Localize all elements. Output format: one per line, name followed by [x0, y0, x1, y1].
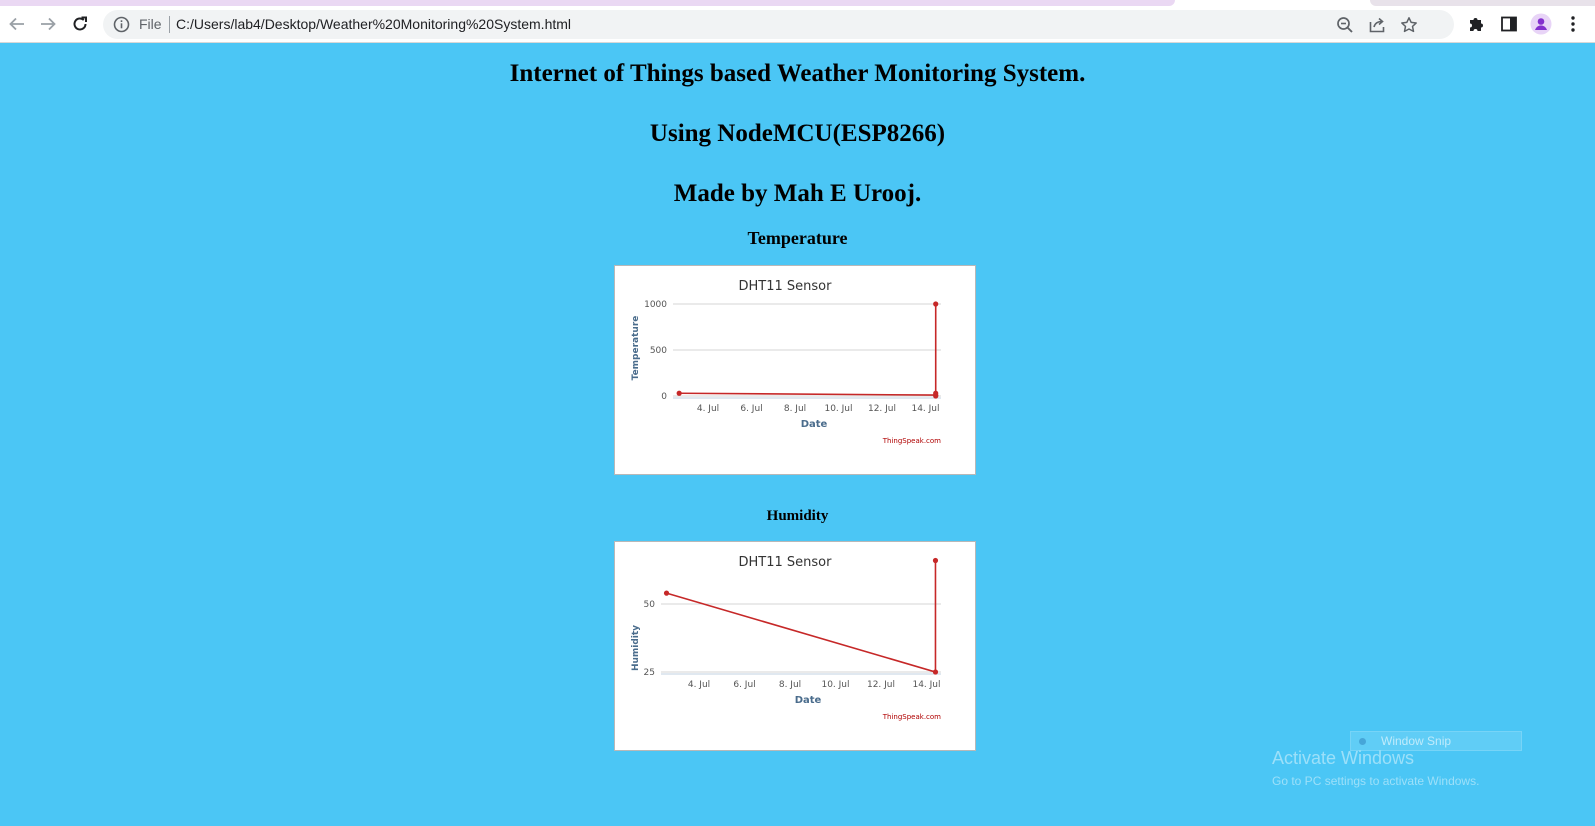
- humidity-heading: Humidity: [766, 508, 829, 524]
- menu-button[interactable]: [1558, 9, 1588, 39]
- temperature-chart-frame: 0 500 1000 4. Jul 6. Jul 8. Jul 10. Jul 12. Jul…: [614, 265, 976, 475]
- file-scheme-label: File: [139, 16, 162, 32]
- data-point: [933, 301, 939, 307]
- y-axis-title: Humidity: [631, 625, 641, 671]
- humidity-chart[interactable]: 25 50 4. Jul 6. Jul 8. Jul 10. Jul 12. Jul 14. …: [615, 542, 975, 750]
- share-icon: [1369, 17, 1385, 33]
- x-tick-label: 12. Jul: [868, 404, 896, 414]
- page-title: Internet of Things based Weather Monitor…: [509, 60, 1086, 87]
- forward-button[interactable]: [33, 9, 63, 39]
- data-point: [676, 390, 682, 396]
- x-tick-label: 4. Jul: [688, 680, 710, 690]
- browser-toolbar: File C:/Users/lab4/Desktop/Weather%20Mon…: [0, 6, 1595, 43]
- window-snip-overlay[interactable]: Window Snip: [1350, 731, 1522, 751]
- star-icon: [1401, 17, 1417, 33]
- x-tick-label: 10. Jul: [821, 680, 849, 690]
- data-point: [663, 590, 670, 596]
- y-tick-label: 0: [661, 392, 667, 402]
- y-tick-label: 25: [644, 668, 655, 678]
- back-arrow-icon: [9, 17, 24, 31]
- side-panel-icon: [1501, 16, 1517, 32]
- x-tick-label: 10. Jul: [824, 404, 852, 414]
- data-point: [932, 669, 939, 675]
- info-icon[interactable]: [113, 16, 130, 33]
- chart-title: DHT11 Sensor: [739, 279, 833, 294]
- share-button[interactable]: [1366, 14, 1388, 36]
- page-subtitle: Using NodeMCU(ESP8266): [649, 120, 946, 147]
- activate-windows-subtitle: Go to PC settings to activate Windows.: [1272, 774, 1480, 788]
- data-point: [933, 393, 939, 399]
- credit-text: ThingSpeak.com: [882, 437, 941, 445]
- tab-strip: [0, 0, 1595, 6]
- series-line: [666, 560, 937, 674]
- x-tick-label: 8. Jul: [784, 404, 806, 414]
- extensions-puzzle-icon: [1470, 18, 1483, 31]
- reload-icon: [73, 16, 87, 31]
- y-tick-label: 50: [644, 600, 656, 610]
- x-tick-label: 14. Jul: [911, 404, 939, 414]
- address-bar[interactable]: File C:/Users/lab4/Desktop/Weather%20Mon…: [103, 10, 1454, 39]
- url-text[interactable]: C:/Users/lab4/Desktop/Weather%20Monitori…: [176, 16, 572, 32]
- side-panel-button[interactable]: [1494, 9, 1524, 39]
- x-tick-label: 6. Jul: [740, 404, 762, 414]
- y-axis-title: Temperature: [631, 316, 641, 381]
- extensions-button[interactable]: [1461, 9, 1491, 39]
- zoom-button[interactable]: [1334, 14, 1356, 36]
- author-line: Made by Mah E Urooj.: [673, 180, 922, 207]
- address-separator: [169, 16, 170, 33]
- inactive-tab[interactable]: [1370, 0, 1595, 6]
- x-axis-title: Date: [801, 419, 828, 430]
- bookmark-button[interactable]: [1398, 14, 1420, 36]
- reload-button[interactable]: [65, 9, 95, 39]
- humidity-chart-frame: 25 50 4. Jul 6. Jul 8. Jul 10. Jul 12. Jul 14. …: [614, 541, 976, 751]
- zoom-out-icon: [1337, 17, 1353, 33]
- x-axis-title: Date: [795, 695, 822, 706]
- temperature-heading: Temperature: [747, 228, 848, 248]
- activate-windows-title: Activate Windows: [1272, 748, 1415, 768]
- x-tick-label: 8. Jul: [779, 680, 801, 690]
- forward-arrow-icon: [41, 17, 56, 31]
- x-tick-label: 14. Jul: [912, 680, 940, 690]
- y-tick-label: 500: [650, 346, 667, 356]
- active-tab[interactable]: [0, 0, 1175, 6]
- y-tick-label: 1000: [644, 300, 667, 310]
- back-button[interactable]: [2, 9, 32, 39]
- kebab-menu-icon: [1571, 16, 1575, 32]
- chart-title: DHT11 Sensor: [739, 555, 833, 570]
- snip-dot-icon: [1359, 738, 1366, 745]
- x-tick-label: 12. Jul: [867, 680, 895, 690]
- x-tick-label: 6. Jul: [733, 680, 755, 690]
- x-tick-label: 4. Jul: [697, 404, 719, 414]
- data-point: [932, 557, 939, 564]
- credit-text: ThingSpeak.com: [882, 713, 941, 721]
- temperature-chart[interactable]: 0 500 1000 4. Jul 6. Jul 8. Jul 10. Jul 12. Jul…: [615, 266, 975, 474]
- profile-avatar-icon: [1530, 13, 1552, 35]
- window-snip-label: Window Snip: [1381, 734, 1452, 748]
- profile-button[interactable]: [1526, 9, 1556, 39]
